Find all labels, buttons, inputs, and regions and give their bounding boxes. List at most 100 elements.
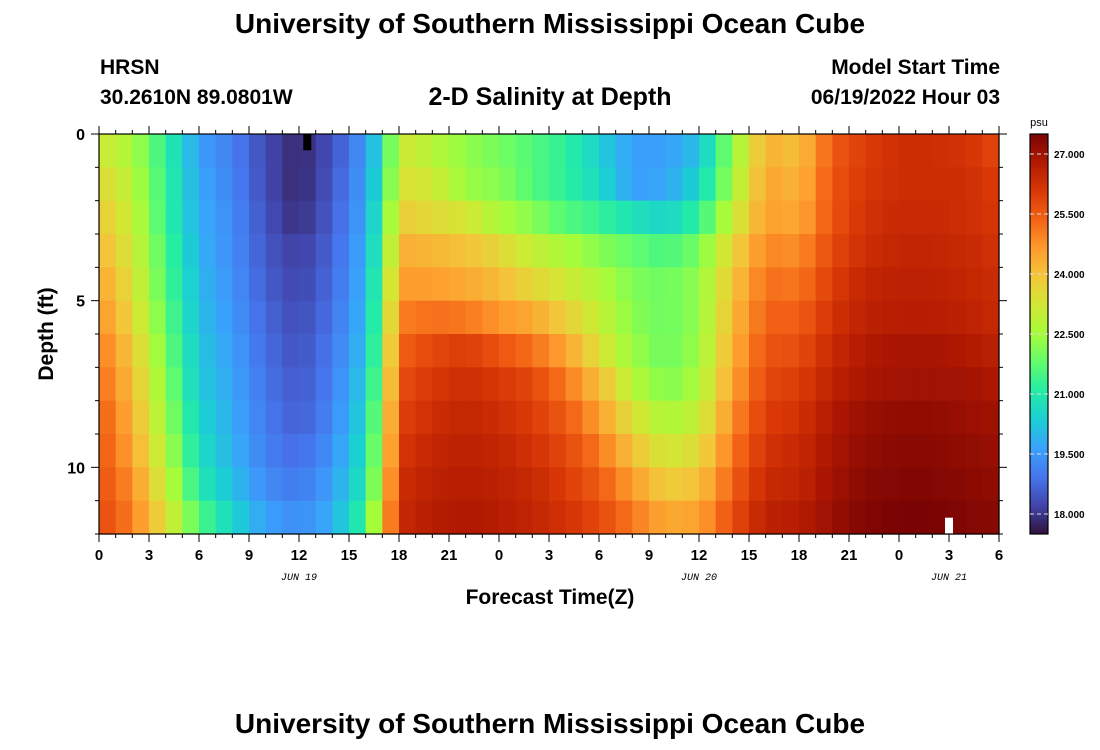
heatmap-cell	[715, 167, 733, 202]
heatmap-cell	[215, 300, 233, 335]
heatmap-cell	[99, 134, 117, 168]
heatmap-cell	[849, 434, 867, 468]
heatmap-cell	[165, 134, 183, 168]
colorbar-tick-label: 22.500	[1054, 330, 1085, 341]
heatmap-cell	[132, 467, 150, 502]
heatmap-cell	[749, 500, 767, 535]
heatmap-cell	[215, 167, 233, 202]
heatmap-cell	[332, 434, 350, 468]
heatmap-cell	[365, 167, 383, 202]
heatmap-cell	[115, 434, 133, 468]
heatmap-cell	[399, 234, 417, 268]
heatmap-cell	[532, 434, 550, 468]
x-tick-label: 9	[245, 547, 253, 564]
heatmap-cell	[515, 334, 533, 368]
heatmap-cell	[399, 200, 417, 235]
heatmap-cell	[332, 134, 350, 168]
heatmap-cell	[615, 134, 633, 168]
heatmap-cell	[365, 467, 383, 502]
heatmap-cell	[249, 134, 267, 168]
heatmap-cell	[665, 367, 683, 402]
heatmap-cell	[365, 500, 383, 535]
heatmap-cell	[132, 234, 150, 268]
heatmap-cell	[665, 167, 683, 202]
heatmap-cell	[832, 300, 850, 335]
heatmap-cell	[549, 300, 567, 335]
heatmap-cell	[382, 500, 400, 535]
heatmap-cell	[182, 434, 200, 468]
heatmap-cell	[515, 267, 533, 302]
heatmap-cell	[665, 334, 683, 368]
heatmap-cell	[232, 234, 250, 268]
heatmap-cell	[632, 234, 650, 268]
x-tick-label: 6	[595, 547, 603, 564]
heatmap-cell	[99, 400, 117, 435]
heatmap-cell	[499, 267, 517, 302]
station-coordinates: 30.2610N 89.0801W	[100, 86, 293, 109]
heatmap-cell	[332, 467, 350, 502]
heatmap-cell	[965, 234, 983, 268]
heatmap-cell	[432, 334, 450, 368]
x-date-label: JUN 20	[681, 573, 717, 584]
heatmap-cell	[532, 300, 550, 335]
heatmap-cell	[399, 267, 417, 302]
heatmap-cell	[849, 267, 867, 302]
heatmap-cell	[232, 167, 250, 202]
heatmap-cell	[482, 200, 500, 235]
heatmap-cell	[332, 267, 350, 302]
heatmap-cell	[899, 467, 917, 502]
heatmap-cell	[499, 200, 517, 235]
heatmap-cell	[182, 334, 200, 368]
heatmap-cell	[815, 167, 833, 202]
heatmap-cell	[399, 400, 417, 435]
heatmap-cell	[799, 434, 817, 468]
salinity-heatmap-chart: 0 3 6 9 12 15 18 21 0 3 6 9 12 15 18 21 0 3 6 JUN 19 JUN 20 J…	[35, 117, 1085, 609]
heatmap-cell	[315, 234, 333, 268]
heatmap-cell	[932, 234, 950, 268]
heatmap-cell	[582, 134, 600, 168]
x-tick-label: 9	[645, 547, 653, 564]
heatmap-cell	[249, 334, 267, 368]
heatmap-cell	[765, 167, 783, 202]
heatmap-cell	[965, 267, 983, 302]
heatmap-cell	[932, 167, 950, 202]
heatmap-cell	[982, 200, 1000, 235]
heatmap-cell	[932, 200, 950, 235]
heatmap-cell	[165, 167, 183, 202]
heatmap-cell	[899, 167, 917, 202]
heatmap-cell	[415, 200, 433, 235]
heatmap-cell	[549, 167, 567, 202]
heatmap-cell	[799, 467, 817, 502]
heatmap-cell	[482, 234, 500, 268]
heatmap-cell	[165, 267, 183, 302]
x-tick-label: 12	[691, 547, 708, 564]
heatmap-cell	[432, 167, 450, 202]
heatmap-cell	[849, 367, 867, 402]
heatmap-cell	[149, 467, 167, 502]
heatmap-cell	[882, 334, 900, 368]
heatmap-cell	[949, 367, 967, 402]
heatmap-cell	[949, 167, 967, 202]
heatmap-cell	[715, 134, 733, 168]
heatmap-cell	[415, 334, 433, 368]
heatmap-cell	[432, 500, 450, 535]
heatmap-cell	[649, 200, 667, 235]
heatmap-cell	[465, 300, 483, 335]
heatmap-cell	[549, 334, 567, 368]
heatmap-cell	[482, 500, 500, 535]
heatmap-cell	[165, 234, 183, 268]
heatmap-cell	[699, 500, 717, 535]
heatmap-cell	[232, 200, 250, 235]
heatmap-cell	[799, 267, 817, 302]
heatmap-cell	[715, 467, 733, 502]
heatmap-cell	[599, 434, 617, 468]
heatmap-cell	[882, 300, 900, 335]
heatmap-cell	[549, 467, 567, 502]
heatmap-cell	[582, 200, 600, 235]
heatmap-cell	[715, 434, 733, 468]
heatmap-cell	[99, 467, 117, 502]
heatmap-cell	[549, 200, 567, 235]
heatmap-cell	[832, 267, 850, 302]
heatmap-cell	[682, 134, 700, 168]
heatmap-cell	[165, 367, 183, 402]
